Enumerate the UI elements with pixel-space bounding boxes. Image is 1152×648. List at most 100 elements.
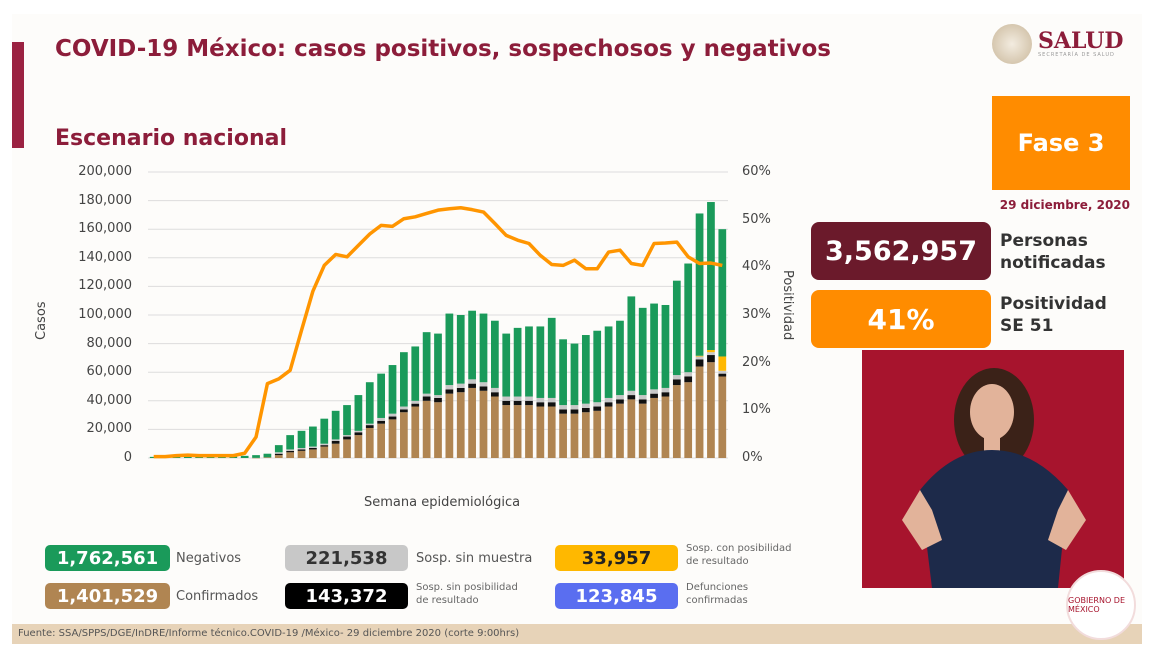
y-tick-label: 80,000 — [86, 335, 133, 351]
bar-confirmados-week-46 — [661, 396, 670, 458]
bar-sosp_con_posibilidad-week-49 — [695, 355, 704, 357]
confirmed-label: Confirmados — [176, 589, 259, 604]
y-tick-label: 200,000 — [78, 164, 132, 179]
bar-sosp_sin_muestra-week-26 — [434, 395, 442, 398]
bar-negativos-week-41 — [604, 326, 613, 398]
bar-confirmados-week-44 — [638, 403, 647, 458]
logo-subtext: SECRETARÍA DE SALUD — [1038, 52, 1115, 58]
bar-confirmados-week-13 — [286, 452, 295, 458]
suspected-no-possible-result-total: 143,372 — [285, 583, 408, 609]
bar-confirmados-week-12 — [274, 455, 283, 458]
bar-sosp_sin_posibilidad-week-34 — [525, 400, 533, 406]
page-title: COVID-19 México: casos positivos, sospec… — [55, 36, 831, 62]
bar-negativos-week-51 — [718, 229, 727, 357]
sign-language-interpreter-video — [862, 350, 1124, 588]
bar-sosp_sin_posibilidad-week-25 — [422, 396, 431, 401]
label-line-1: Sosp. con posibilidad — [686, 543, 792, 554]
bar-confirmados-week-20 — [365, 427, 374, 458]
bar-sosp_sin_muestra-week-21 — [377, 417, 386, 421]
bar-sosp_sin_muestra-week-42 — [616, 395, 624, 400]
bar-confirmados-week-40 — [593, 410, 602, 458]
bar-negativos-week-27 — [445, 313, 454, 386]
bar-sosp_sin_muestra-week-33 — [513, 396, 522, 401]
bar-sosp_sin_posibilidad-week-37 — [559, 409, 567, 414]
bar-confirmados-week-10 — [252, 457, 260, 459]
bar-sosp_sin_posibilidad-week-29 — [468, 383, 476, 388]
seal-icon — [992, 24, 1032, 64]
bar-confirmados-week-36 — [547, 406, 556, 458]
bar-confirmados-week-23 — [400, 412, 408, 458]
bar-confirmados-week-45 — [650, 397, 658, 458]
label-line-1: Sosp. sin posibilidad — [416, 582, 518, 593]
y2-tick-label: 20% — [742, 354, 771, 370]
report-date: 29 diciembre, 2020 — [999, 198, 1130, 212]
bar-sosp_sin_muestra-week-22 — [388, 413, 397, 417]
bar-negativos-week-21 — [377, 373, 386, 418]
bar-sosp_sin_posibilidad-week-48 — [684, 376, 693, 383]
bar-sosp_sin_posibilidad-week-45 — [650, 393, 658, 398]
y-tick-label: 100,000 — [78, 307, 132, 322]
notified-label: Personas notificadas — [1000, 230, 1106, 274]
bar-negativos-week-9 — [240, 455, 249, 458]
bar-sosp_sin_posibilidad-week-18 — [343, 436, 351, 440]
bar-sosp_sin_muestra-week-28 — [456, 383, 465, 388]
bar-confirmados-week-31 — [490, 396, 499, 458]
bar-confirmados-week-51 — [718, 376, 727, 458]
bar-negativos-week-4 — [183, 456, 192, 458]
bar-negativos-week-48 — [684, 263, 693, 373]
bar-sosp_sin_posibilidad-week-33 — [513, 400, 522, 406]
bar-sosp_sin_muestra-week-38 — [570, 405, 579, 410]
bar-sosp_sin_muestra-week-14 — [297, 447, 306, 450]
bar-sosp_sin_posibilidad-week-49 — [695, 359, 704, 367]
bar-sosp_sin_muestra-week-35 — [536, 397, 545, 403]
y-tick-label: 180,000 — [78, 192, 132, 208]
bar-confirmados-week-38 — [570, 413, 579, 458]
bar-sosp_sin_muestra-week-20 — [365, 423, 374, 426]
bar-sosp_sin_muestra-week-31 — [490, 387, 499, 393]
bar-sosp_sin_muestra-week-32 — [502, 396, 511, 401]
bar-confirmados-week-41 — [604, 406, 613, 458]
bar-sosp_sin_posibilidad-week-27 — [445, 389, 454, 394]
bar-confirmados-week-25 — [422, 400, 431, 458]
bar-sosp_sin_muestra-week-17 — [331, 439, 340, 441]
bar-confirmados-week-14 — [297, 450, 306, 458]
bar-sosp_sin_muestra-week-13 — [286, 449, 295, 451]
bar-sosp_sin_posibilidad-week-40 — [593, 406, 602, 411]
bar-sosp_sin_posibilidad-week-16 — [320, 445, 329, 447]
bar-negativos-week-45 — [650, 303, 658, 390]
bar-sosp_sin_muestra-week-27 — [445, 385, 454, 390]
y-tick-label: 60,000 — [86, 364, 133, 380]
bar-negativos-week-13 — [286, 435, 295, 450]
positivity-label: Positividad SE 51 — [1000, 293, 1107, 337]
bar-negativos-week-42 — [616, 320, 624, 396]
bar-confirmados-week-27 — [445, 393, 454, 458]
bar-sosp_con_posibilidad-week-50 — [707, 350, 715, 353]
bar-sosp_sin_posibilidad-week-22 — [388, 416, 397, 420]
label-line-2: confirmadas — [686, 595, 748, 606]
bar-sosp_sin_posibilidad-week-13 — [286, 450, 295, 453]
bar-negativos-week-32 — [502, 333, 511, 397]
bar-sosp_sin_muestra-week-47 — [672, 375, 681, 380]
y2-tick-label: 60% — [742, 164, 771, 179]
bar-sosp_sin_muestra-week-29 — [468, 379, 476, 384]
notified-label-1: Personas — [1000, 231, 1088, 251]
bar-confirmados-week-33 — [513, 405, 522, 458]
bar-negativos-week-31 — [490, 320, 499, 388]
bar-sosp_sin_posibilidad-week-14 — [297, 449, 306, 451]
bar-sosp_sin_muestra-week-18 — [343, 435, 351, 437]
suspected-no-sample-total: 221,538 — [285, 545, 408, 571]
bar-sosp_sin_posibilidad-week-50 — [707, 355, 715, 363]
y-tick-label: 160,000 — [78, 221, 132, 237]
bar-negativos-week-30 — [479, 313, 488, 383]
y-tick-label: 140,000 — [78, 249, 132, 265]
bar-confirmados-week-22 — [388, 419, 397, 458]
accent-bar — [12, 42, 24, 148]
bar-negativos-week-19 — [354, 395, 363, 431]
positivity-label-2: SE 51 — [1000, 316, 1054, 336]
bar-negativos-week-39 — [581, 335, 590, 404]
positivity-label-1: Positividad — [1000, 294, 1107, 314]
bar-sosp_sin_posibilidad-week-28 — [456, 387, 465, 393]
bar-negativos-week-16 — [320, 418, 329, 444]
bar-confirmados-week-35 — [536, 406, 545, 458]
bar-negativos-week-33 — [513, 327, 522, 397]
